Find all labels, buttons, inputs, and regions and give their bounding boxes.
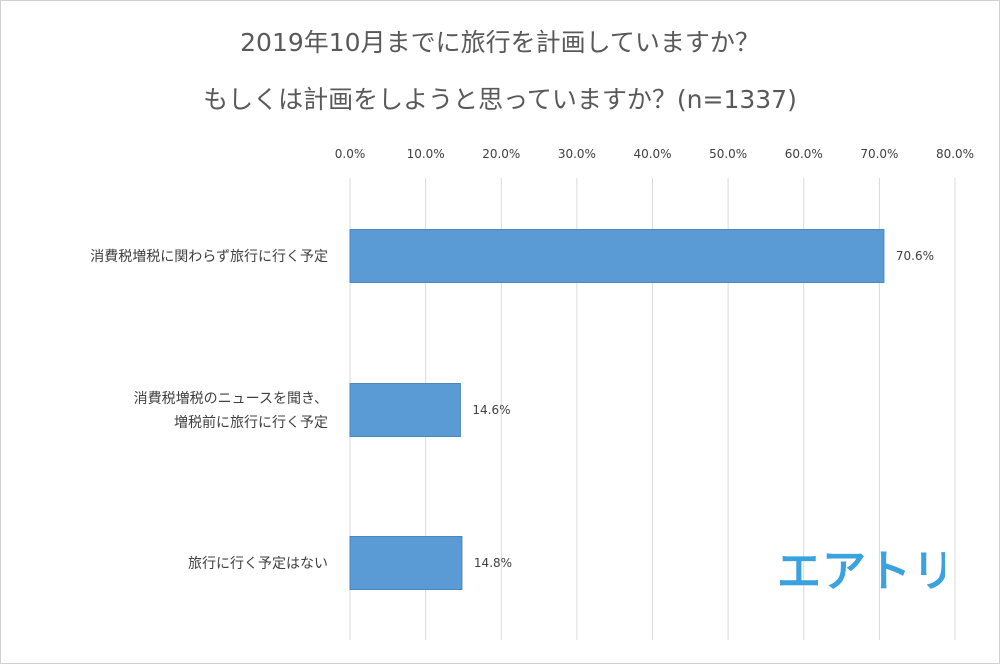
x-tick-label: 70.0%	[860, 147, 898, 161]
x-tick-label: 0.0%	[335, 147, 366, 161]
bar	[349, 229, 885, 283]
x-tick-label: 50.0%	[709, 147, 747, 161]
data-label: 70.6%	[896, 249, 934, 263]
data-label: 14.8%	[474, 556, 512, 570]
data-labels: 70.6% 14.6% 14.8%	[472, 249, 934, 570]
category-label: 消費税増税のニュースを聞き、	[134, 391, 328, 407]
data-label: 14.6%	[472, 403, 510, 417]
x-tick-label: 20.0%	[482, 147, 520, 161]
x-axis-ticks: 0.0% 10.0% 20.0% 30.0% 40.0% 50.0% 60.0% 70.0% 8…	[335, 147, 974, 161]
bar	[349, 536, 463, 590]
logo-text: エアトリ	[777, 546, 945, 594]
x-tick-label: 30.0%	[558, 147, 596, 161]
category-label: 増税前に旅行に行く予定	[174, 414, 328, 431]
x-tick-label: 60.0%	[785, 147, 823, 161]
category-labels: 消費税増税に関わらず旅行に行く予定消費税増税のニュースを聞き、増税前に旅行に行く…	[90, 249, 328, 572]
chart-title-line-2: もしくは計画をしようと思っていますか？(n=1337)	[203, 85, 797, 114]
bars	[349, 229, 885, 590]
x-tick-label: 10.0%	[407, 147, 445, 161]
category-label: 旅行に行く予定はない	[188, 556, 328, 572]
chart-title-line-1: 2019年10月までに旅行を計画していますか？	[240, 28, 760, 57]
category-label: 消費税増税に関わらず旅行に行く予定	[90, 249, 328, 265]
x-tick-label: 80.0%	[936, 147, 974, 161]
airtrip-logo: エアトリ	[777, 546, 945, 594]
x-tick-label: 40.0%	[633, 147, 671, 161]
bar	[349, 383, 461, 437]
